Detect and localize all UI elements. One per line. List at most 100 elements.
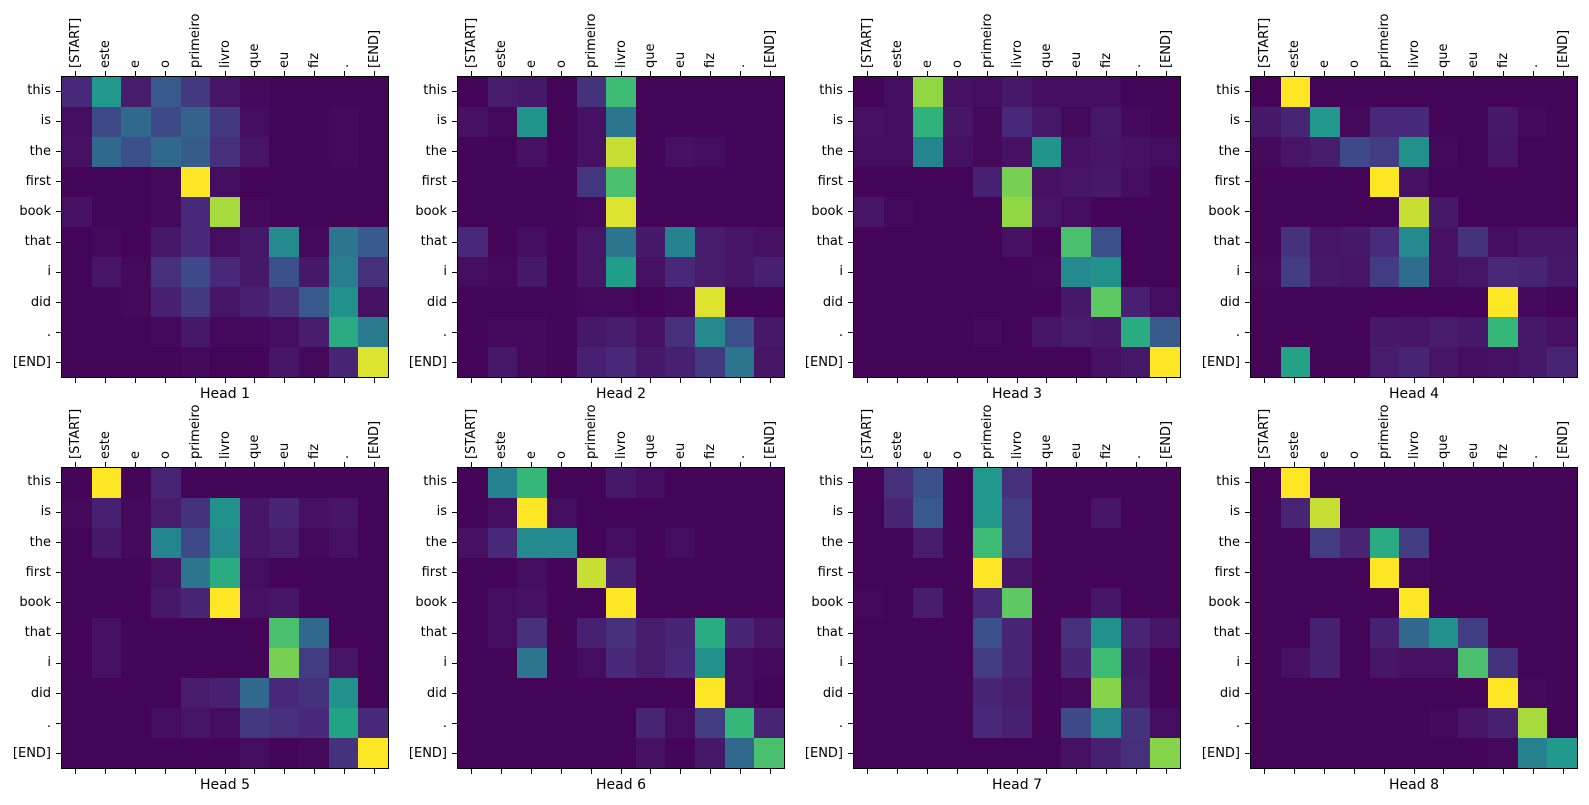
heatmap-cell: [1369, 738, 1400, 768]
heatmap-cell: [1428, 738, 1459, 768]
heatmap-cell: [913, 347, 943, 377]
heatmap-cell: [1150, 498, 1180, 528]
heatmap-cell: [1488, 137, 1518, 167]
heatmap-cell: [458, 317, 488, 347]
heatmap-cell: [62, 618, 92, 648]
heatmap-cell: [358, 618, 388, 648]
heatmap-cell: [1150, 347, 1180, 377]
heatmap-cell: [606, 618, 636, 648]
heatmap-cell: [665, 648, 696, 678]
subplot-title: Head 6: [596, 777, 646, 793]
heatmap-cell: [239, 618, 270, 648]
y-tick-mark: [56, 90, 61, 92]
heatmap-cell: [1488, 77, 1518, 107]
heatmap-cell: [665, 347, 696, 377]
x-tick-mark: [343, 378, 345, 383]
heatmap-cell: [517, 678, 547, 708]
heatmap-cell: [883, 227, 914, 257]
heatmap-cell: [665, 618, 696, 648]
y-tick-label: the: [1218, 143, 1240, 159]
heatmap-cell: [62, 558, 92, 588]
y-tick-mark: [848, 632, 853, 634]
heatmap-cell: [1399, 588, 1429, 618]
heatmap-cell: [210, 738, 240, 768]
heatmap-cell: [724, 558, 755, 588]
heatmap-cell: [1031, 528, 1062, 558]
heatmap-cell: [724, 678, 755, 708]
x-tick-mark: [560, 462, 562, 467]
x-tick-mark: [739, 71, 741, 76]
attention-heatmap: [457, 467, 785, 769]
heatmap-cell: [665, 528, 696, 558]
heatmap-cell: [1061, 528, 1092, 558]
x-tick-mark: [1353, 71, 1355, 76]
x-tick-mark: [1105, 769, 1107, 774]
heatmap-cell: [665, 197, 696, 227]
y-tick-label: is: [832, 113, 843, 129]
heatmap-cell: [1280, 738, 1311, 768]
heatmap-cell: [1002, 137, 1032, 167]
heatmap-cell: [724, 468, 755, 498]
heatmap-cell: [546, 317, 577, 347]
x-tick-mark: [680, 71, 682, 76]
heatmap-cell: [1091, 107, 1121, 137]
heatmap-cell: [487, 678, 518, 708]
heatmap-cell: [1280, 648, 1311, 678]
y-tick-mark: [1245, 211, 1250, 213]
heatmap-cell: [1517, 197, 1548, 227]
heatmap-cell: [606, 317, 636, 347]
heatmap-cell: [754, 137, 784, 167]
heatmap-cell: [1150, 678, 1180, 708]
y-tick-mark: [848, 693, 853, 694]
heatmap-cell: [328, 167, 359, 197]
heatmap-cell: [1061, 708, 1092, 738]
heatmap-cell: [91, 708, 122, 738]
heatmap-cell: [635, 498, 666, 528]
x-tick-mark: [1383, 769, 1385, 774]
heatmap-cell: [1002, 257, 1032, 287]
heatmap-cell: [665, 107, 696, 137]
x-tick-mark: [1562, 462, 1564, 467]
x-tick-mark: [373, 769, 375, 774]
x-tick-mark: [620, 462, 622, 467]
heatmap-cell: [487, 287, 518, 317]
heatmap-cell: [91, 77, 122, 107]
heatmap-cell: [1339, 468, 1370, 498]
attention-heatmap: [457, 76, 785, 378]
heatmap-cell: [695, 227, 725, 257]
heatmap-cell: [1369, 648, 1400, 678]
heatmap-cell: [576, 528, 607, 558]
heatmap-cell: [606, 498, 636, 528]
y-tick-mark: [56, 271, 61, 273]
heatmap-cell: [883, 468, 914, 498]
heatmap-cell: [1339, 708, 1370, 738]
y-tick-label: this: [1216, 83, 1240, 99]
heatmap-cell: [269, 528, 300, 558]
heatmap-cell: [1061, 738, 1092, 768]
heatmap-cell: [1002, 77, 1032, 107]
y-tick-mark: [848, 211, 853, 213]
x-tick-label: este: [890, 431, 906, 459]
heatmap-cell: [576, 618, 607, 648]
heatmap-cell: [1310, 588, 1340, 618]
heatmap-cell: [883, 107, 914, 137]
heatmap-cell: [1031, 197, 1062, 227]
heatmap-cell: [1369, 137, 1400, 167]
x-tick-label: [START]: [464, 17, 480, 68]
y-tick-mark: [848, 151, 853, 152]
heatmap-cell: [1517, 137, 1548, 167]
heatmap-cell: [150, 287, 181, 317]
heatmap-cell: [1547, 528, 1577, 558]
y-tick-label: that: [816, 625, 843, 641]
heatmap-cell: [1061, 678, 1092, 708]
heatmap-cell: [269, 618, 300, 648]
heatmap-cell: [239, 287, 270, 317]
x-tick-label: o: [157, 451, 173, 459]
heatmap-cell: [458, 167, 488, 197]
heatmap-cell: [517, 77, 547, 107]
heatmap-cell: [91, 167, 122, 197]
heatmap-cell: [328, 558, 359, 588]
x-tick-label: fiz: [1495, 52, 1511, 68]
heatmap-cell: [121, 227, 151, 257]
x-tick-mark: [650, 462, 652, 467]
